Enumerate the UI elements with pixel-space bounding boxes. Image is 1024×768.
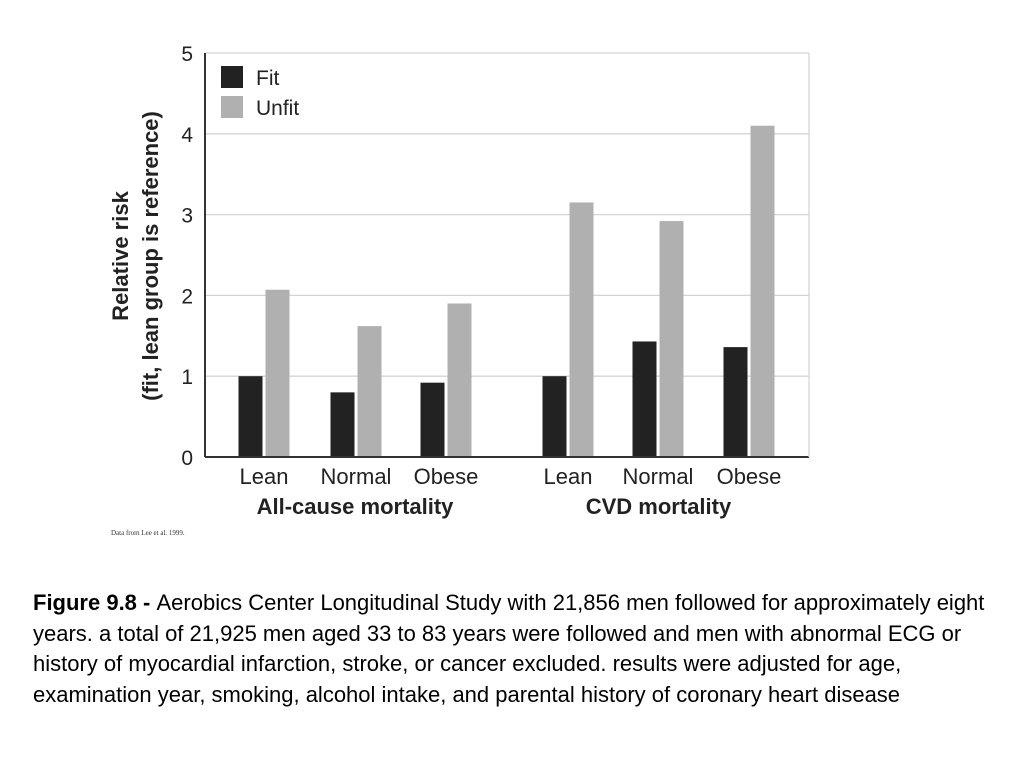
y-tick-label: 5: [181, 43, 193, 66]
grid-lines: [205, 52, 809, 377]
category-label: Lean: [544, 464, 593, 489]
category-label: Obese: [717, 464, 782, 489]
figure-label: Figure 9.8 -: [33, 590, 157, 615]
category-label: Lean: [240, 464, 289, 489]
bar-fit-0: [238, 376, 263, 457]
bar-unfit-5: [750, 125, 775, 457]
bar-unfit-0: [265, 289, 290, 457]
category-label: Normal: [623, 464, 694, 489]
y-tick-label: 1: [181, 366, 193, 389]
category-labels: Lean Normal Obese Lean Normal Obese: [240, 464, 782, 489]
bar-fit-5: [723, 347, 748, 457]
group-label: All-cause mortality: [257, 494, 455, 519]
bar-fit-3: [542, 376, 567, 457]
y-axis-label-line-1: Relative risk: [108, 190, 133, 320]
source-note: Data from Lee et al. 1999.: [111, 529, 185, 537]
bar-unfit-4: [659, 221, 684, 457]
y-tick-label: 0: [181, 447, 193, 470]
category-label: Normal: [321, 464, 392, 489]
category-label: Obese: [414, 464, 479, 489]
legend-label-fit: Fit: [256, 67, 279, 90]
figure-caption: Figure 9.8 - Aerobics Center Longitudina…: [33, 588, 993, 710]
caption-text: Aerobics Center Longitudinal Study with …: [33, 590, 985, 707]
group-label: CVD mortality: [586, 494, 732, 519]
bar-fit-2: [420, 382, 445, 457]
relative-risk-bar-chart: 0 1 2 3 4 5 Lean Normal Obese Lean Normal Obese Al…: [108, 43, 810, 537]
axes: [204, 53, 810, 458]
y-axis-label-line-2: (fit, lean group is reference): [138, 111, 163, 401]
legend-swatch-unfit: [221, 96, 243, 118]
bar-fit-1: [330, 392, 355, 457]
bars: [238, 125, 775, 457]
y-tick-label: 4: [181, 124, 193, 147]
y-tick-label: 2: [181, 285, 193, 308]
bar-unfit-3: [569, 202, 594, 457]
bar-unfit-2: [447, 303, 472, 457]
bar-fit-4: [632, 341, 657, 457]
y-tick-label: 3: [181, 205, 193, 228]
legend-label-unfit: Unfit: [256, 97, 299, 120]
bar-unfit-1: [357, 326, 382, 457]
y-ticks: 0 1 2 3 4 5: [181, 43, 193, 470]
legend-swatch-fit: [221, 66, 243, 88]
legend: Fit Unfit: [221, 66, 299, 120]
group-labels: All-cause mortality CVD mortality: [257, 494, 732, 519]
